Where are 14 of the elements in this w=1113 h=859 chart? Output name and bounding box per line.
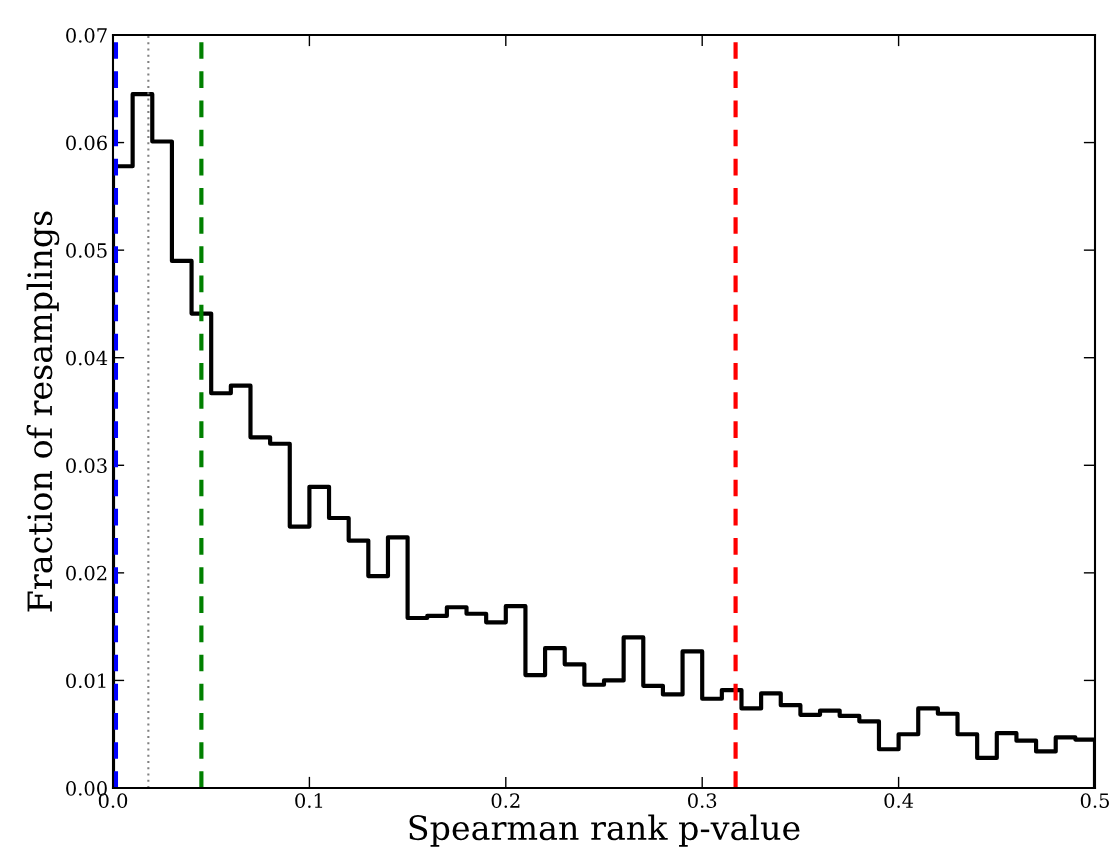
y-tick-label: 0.07 — [66, 27, 107, 43]
x-tick-label: 0.5 — [1080, 793, 1109, 808]
y-tick-label: 0.03 — [66, 458, 107, 473]
y-tick-label: 0.06 — [66, 135, 107, 151]
y-tick-label: 0.04 — [66, 350, 108, 366]
y-tick-label: 0.02 — [66, 565, 107, 581]
y-axis-title: Fraction of resamplings — [26, 211, 60, 612]
x-tick-label: 0.2 — [491, 793, 520, 808]
x-tick-label: 0.3 — [688, 793, 717, 808]
x-axis-title: Spearman rank p-value — [409, 814, 800, 847]
y-tick-label: 0.05 — [66, 243, 107, 258]
y-tick-label: 0.01 — [66, 673, 106, 689]
x-tick-label: 0.1 — [295, 793, 323, 808]
x-tick-label: 0.4 — [884, 793, 914, 808]
